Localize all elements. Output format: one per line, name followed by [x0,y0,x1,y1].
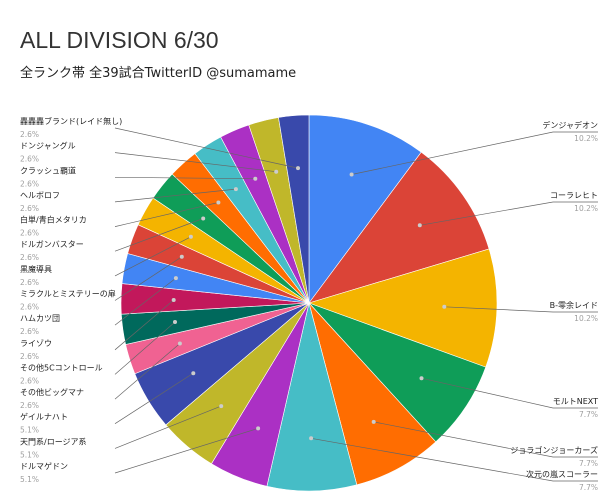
leader-line-4 [373,421,598,458]
slice-label-16: 白単/青白メタリカ [20,215,87,225]
leader-dot-4 [371,419,376,424]
slice-percent-3: 7.7% [579,410,598,419]
leader-line-11 [114,299,174,351]
leader-line-16 [114,202,219,227]
slice-label-8: ゲイルナハト [20,412,68,422]
slice-percent-7: 5.1% [20,450,39,459]
slice-percent-2: 10.2% [574,314,598,323]
slice-label-13: ミラクルとミステリーの扉 [20,289,116,299]
slice-percent-17: 2.6% [20,204,39,213]
leader-line-14 [114,236,192,277]
leader-line-15 [114,218,204,252]
slice-percent-16: 2.6% [20,229,39,238]
leader-dot-10 [173,320,177,324]
slice-percent-4: 7.7% [579,459,598,468]
leader-dot-11 [171,298,176,302]
leader-line-8 [114,372,194,424]
slices-layer [120,114,498,492]
slice-percent-10: 2.6% [20,376,39,385]
leader-dot-19 [274,169,279,174]
leader-line-3 [421,377,598,409]
slice-percent-14: 2.6% [20,278,39,287]
pie-slice-1 [308,151,490,304]
leader-dot-2 [442,304,447,309]
slice-percent-13: 2.6% [20,303,39,312]
slice-percent-12: 2.6% [20,327,39,336]
leader-dot-6 [256,426,261,431]
slice-label-3: モルトNEXT [553,397,598,406]
slice-label-0: デンジャデオン [542,120,598,130]
leader-line-6 [114,428,259,474]
slice-percent-11: 2.6% [20,352,39,361]
leader-line-7 [114,405,222,449]
leader-line-18 [114,176,256,180]
slice-label-10: その他5Cコントロール [20,362,103,372]
slice-label-9: その他ビッグマナ [20,387,84,397]
labels-layer: デンジャデオン 10.2% コーラレヒト 10.2% B-零余レイド 10.2% モルトNE… [20,116,598,492]
slice-percent-9: 2.6% [20,401,39,410]
leader-dot-5 [309,436,314,441]
slice-label-11: ライゾウ [20,339,52,348]
slice-label-15: ドルガンバスター [20,239,84,249]
slice-label-6: ドルマゲドン [20,461,68,471]
leader-line-0 [351,131,598,175]
leader-dot-17 [233,187,238,192]
slice-percent-19: 2.6% [20,155,39,164]
slice-percent-1: 10.2% [574,204,598,213]
leader-line-13 [114,256,182,301]
slice-percent-20: 2.6% [20,130,39,139]
slice-percent-8: 5.1% [20,426,39,435]
leader-line-9 [114,343,181,400]
leader-dot-18 [253,176,258,181]
slice-label-19: ドンジャングル [20,141,76,151]
leader-line-17 [114,188,236,203]
slice-label-18: クラッシュ覇道 [20,165,76,175]
pie-slice-0 [308,114,422,304]
leader-line-2 [444,306,598,313]
leader-dot-0 [349,172,354,177]
slice-percent-6: 5.1% [20,475,39,484]
slice-label-2: B-零余レイド [550,300,598,310]
slice-label-4: ジョラゴンジョーカーズ [510,445,598,455]
leader-dot-9 [177,341,182,346]
slice-label-1: コーラレヒト [550,191,598,200]
slice-label-12: ハムカツ団 [20,314,60,323]
leader-line-10 [114,321,176,375]
slice-label-20: 轟轟轟ブランド(レイド無し) [20,116,122,126]
slice-percent-0: 10.2% [574,134,598,143]
leader-line-20 [114,127,299,169]
leader-dot-1 [417,223,422,228]
chart-subtitle: 全ランク帯 全39試合TwitterID @sumamame [20,65,296,81]
leader-dot-8 [191,371,196,376]
slice-percent-5: 7.7% [579,483,598,492]
slice-label-14: 黒魔導具 [20,264,52,274]
slice-percent-18: 2.6% [20,179,39,188]
slice-label-5: 次元の嵐スコーラー [526,469,598,479]
leader-dot-12 [173,276,178,281]
pie-slice-2 [308,248,498,368]
leader-line-12 [114,277,177,326]
chart-title: ALL DIVISION 6/30 [20,27,219,53]
leader-dot-7 [219,404,224,409]
leader-line-19 [114,152,277,173]
leader-dot-20 [296,166,300,171]
leader-dot-15 [201,216,206,221]
leader-dot-13 [179,254,184,259]
leader-line-1 [419,201,598,226]
leader-dot-16 [216,200,221,205]
slice-percent-15: 2.6% [20,253,39,262]
leader-dot-3 [419,376,424,381]
leader-line-5 [311,437,598,482]
leader-dot-14 [188,234,193,239]
pie-slice-20 [278,114,310,304]
slice-label-7: 天門系/ロージア系 [20,436,87,446]
slice-label-17: ヘルボロフ [20,191,60,200]
